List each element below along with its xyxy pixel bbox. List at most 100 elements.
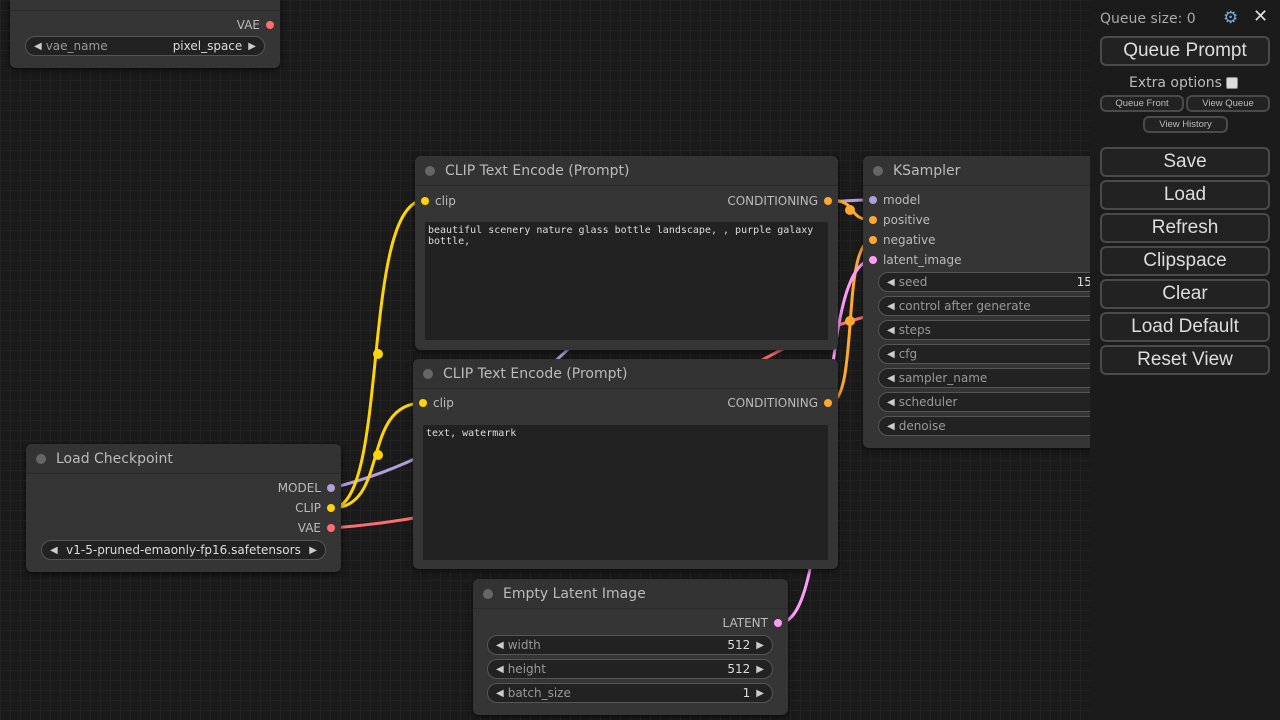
slot-dot[interactable] bbox=[327, 504, 335, 512]
widget-label: control after generate bbox=[898, 299, 1031, 313]
left-arrow-icon[interactable]: ◀ bbox=[887, 300, 895, 312]
left-arrow-icon[interactable]: ◀ bbox=[887, 348, 895, 360]
model-output[interactable]: MODEL bbox=[278, 481, 335, 495]
slot-dot[interactable] bbox=[824, 399, 832, 407]
widget-label: scheduler bbox=[898, 395, 958, 409]
slot-label: negative bbox=[883, 233, 936, 247]
height-widget[interactable]: ◀ height 512 ▶ bbox=[487, 659, 773, 679]
latent-output[interactable]: LATENT bbox=[723, 616, 782, 630]
conditioning-output[interactable]: CONDITIONING bbox=[727, 396, 832, 410]
slot-dot[interactable] bbox=[824, 197, 832, 205]
slot-label: latent_image bbox=[883, 253, 962, 267]
clip-input[interactable]: clip bbox=[421, 194, 456, 208]
collapse-dot-icon[interactable] bbox=[36, 454, 46, 464]
right-arrow-icon[interactable]: ▶ bbox=[756, 663, 764, 675]
clipspace-button[interactable]: Clipspace bbox=[1100, 246, 1270, 276]
gear-icon[interactable]: ⚙ bbox=[1223, 8, 1239, 28]
clip-output[interactable]: CLIP bbox=[295, 501, 335, 515]
slot-label: CONDITIONING bbox=[727, 396, 818, 410]
refresh-button[interactable]: Refresh bbox=[1100, 213, 1270, 243]
node-title[interactable]: CLIP Text Encode (Prompt) bbox=[415, 156, 838, 186]
slot-dot[interactable] bbox=[421, 197, 429, 205]
load-default-button[interactable]: Load Default bbox=[1100, 312, 1270, 342]
node-title[interactable]: Load Checkpoint bbox=[26, 444, 341, 474]
empty-latent-image-node[interactable]: Empty Latent Image LATENT ◀ width 512 ▶ ◀ he… bbox=[473, 579, 788, 715]
slot-dot[interactable] bbox=[869, 196, 877, 204]
widget-label: denoise bbox=[898, 419, 946, 433]
load-button[interactable]: Load bbox=[1100, 180, 1270, 210]
negative-input[interactable]: negative bbox=[869, 233, 935, 247]
clear-button[interactable]: Clear bbox=[1100, 279, 1270, 309]
queue-prompt-button[interactable]: Queue Prompt bbox=[1100, 36, 1270, 66]
collapse-dot-icon[interactable] bbox=[873, 166, 883, 176]
left-arrow-icon[interactable]: ◀ bbox=[887, 372, 895, 384]
widget-label: vae_name bbox=[45, 39, 108, 53]
right-arrow-icon[interactable]: ▶ bbox=[248, 40, 256, 52]
collapse-dot-icon[interactable] bbox=[423, 369, 433, 379]
node-title-text: CLIP Text Encode (Prompt) bbox=[445, 162, 630, 179]
left-arrow-icon[interactable]: ◀ bbox=[50, 544, 58, 556]
view-history-button[interactable]: View History bbox=[1143, 116, 1228, 133]
right-arrow-icon[interactable]: ▶ bbox=[309, 544, 317, 556]
slot-label: model bbox=[883, 193, 921, 207]
left-arrow-icon[interactable]: ◀ bbox=[887, 420, 895, 432]
slot-dot[interactable] bbox=[774, 619, 782, 627]
latent-image-input[interactable]: latent_image bbox=[869, 253, 961, 267]
node-title-text: KSampler bbox=[893, 162, 961, 179]
collapse-dot-icon[interactable] bbox=[425, 166, 435, 176]
left-arrow-icon[interactable]: ◀ bbox=[496, 663, 504, 675]
node-title[interactable]: Empty Latent Image bbox=[473, 579, 788, 609]
model-input[interactable]: model bbox=[869, 193, 920, 207]
left-arrow-icon[interactable]: ◀ bbox=[887, 396, 895, 408]
load-checkpoint-node[interactable]: Load Checkpoint MODEL CLIP VAE ◀ v1-5-pru… bbox=[26, 444, 341, 572]
vae-output[interactable]: VAE bbox=[298, 521, 335, 535]
positive-input[interactable]: positive bbox=[869, 213, 930, 227]
clip-text-encode-negative-node[interactable]: CLIP Text Encode (Prompt) clip CONDITION… bbox=[413, 359, 838, 569]
vae-loader-node[interactable]: VAE ◀ vae_name pixel_space ▶ bbox=[10, 0, 280, 68]
node-title-text: Load Checkpoint bbox=[56, 450, 173, 467]
ckpt-name-combo[interactable]: ◀ v1-5-pruned-emaonly-fp16.safetensors ▶ bbox=[41, 540, 326, 560]
widget-label: height bbox=[507, 662, 546, 676]
slot-dot[interactable] bbox=[869, 256, 877, 264]
queue-size: Queue size: 0 bbox=[1100, 11, 1196, 27]
queue-front-button[interactable]: Queue Front bbox=[1100, 95, 1184, 112]
left-arrow-icon[interactable]: ◀ bbox=[496, 639, 504, 651]
slot-dot[interactable] bbox=[869, 216, 877, 224]
slot-dot[interactable] bbox=[327, 484, 335, 492]
width-widget[interactable]: ◀ width 512 ▶ bbox=[487, 635, 773, 655]
extra-options-checkbox[interactable] bbox=[1226, 77, 1238, 89]
slot-dot[interactable] bbox=[327, 524, 335, 532]
left-arrow-icon[interactable]: ◀ bbox=[34, 40, 42, 52]
vae-name-combo[interactable]: ◀ vae_name pixel_space ▶ bbox=[25, 36, 265, 56]
slot-label: VAE bbox=[297, 521, 321, 535]
clip-input[interactable]: clip bbox=[419, 396, 454, 410]
right-arrow-icon[interactable]: ▶ bbox=[756, 639, 764, 651]
conditioning-output[interactable]: CONDITIONING bbox=[727, 194, 832, 208]
slot-dot[interactable] bbox=[869, 236, 877, 244]
vae-output[interactable]: VAE bbox=[237, 18, 274, 32]
close-icon[interactable]: ✕ bbox=[1253, 6, 1269, 27]
left-arrow-icon[interactable]: ◀ bbox=[887, 276, 895, 288]
prompt-textarea[interactable]: beautiful scenery nature glass bottle la… bbox=[425, 222, 828, 340]
widget-value: 1 bbox=[742, 686, 751, 700]
node-title[interactable]: CLIP Text Encode (Prompt) bbox=[413, 359, 838, 389]
widget-label: seed bbox=[898, 275, 928, 289]
save-button[interactable]: Save bbox=[1100, 147, 1270, 177]
clip-text-encode-positive-node[interactable]: CLIP Text Encode (Prompt) clip CONDITION… bbox=[415, 156, 838, 350]
slot-label: positive bbox=[883, 213, 931, 227]
left-arrow-icon[interactable]: ◀ bbox=[887, 324, 895, 336]
right-arrow-icon[interactable]: ▶ bbox=[756, 687, 764, 699]
left-arrow-icon[interactable]: ◀ bbox=[496, 687, 504, 699]
slot-dot[interactable] bbox=[419, 399, 427, 407]
slot-dot[interactable] bbox=[266, 21, 274, 29]
view-queue-button[interactable]: View Queue bbox=[1186, 95, 1270, 112]
slot-label: CLIP bbox=[295, 501, 321, 515]
widget-value: pixel_space bbox=[172, 39, 243, 53]
slot-label: LATENT bbox=[722, 616, 768, 630]
collapse-dot-icon[interactable] bbox=[483, 589, 493, 599]
batch-size-widget[interactable]: ◀ batch_size 1 ▶ bbox=[487, 683, 773, 703]
prompt-textarea[interactable]: text, watermark bbox=[423, 425, 828, 560]
slot-label: CONDITIONING bbox=[727, 194, 818, 208]
reset-view-button[interactable]: Reset View bbox=[1100, 345, 1270, 375]
widget-label: cfg bbox=[898, 347, 918, 361]
